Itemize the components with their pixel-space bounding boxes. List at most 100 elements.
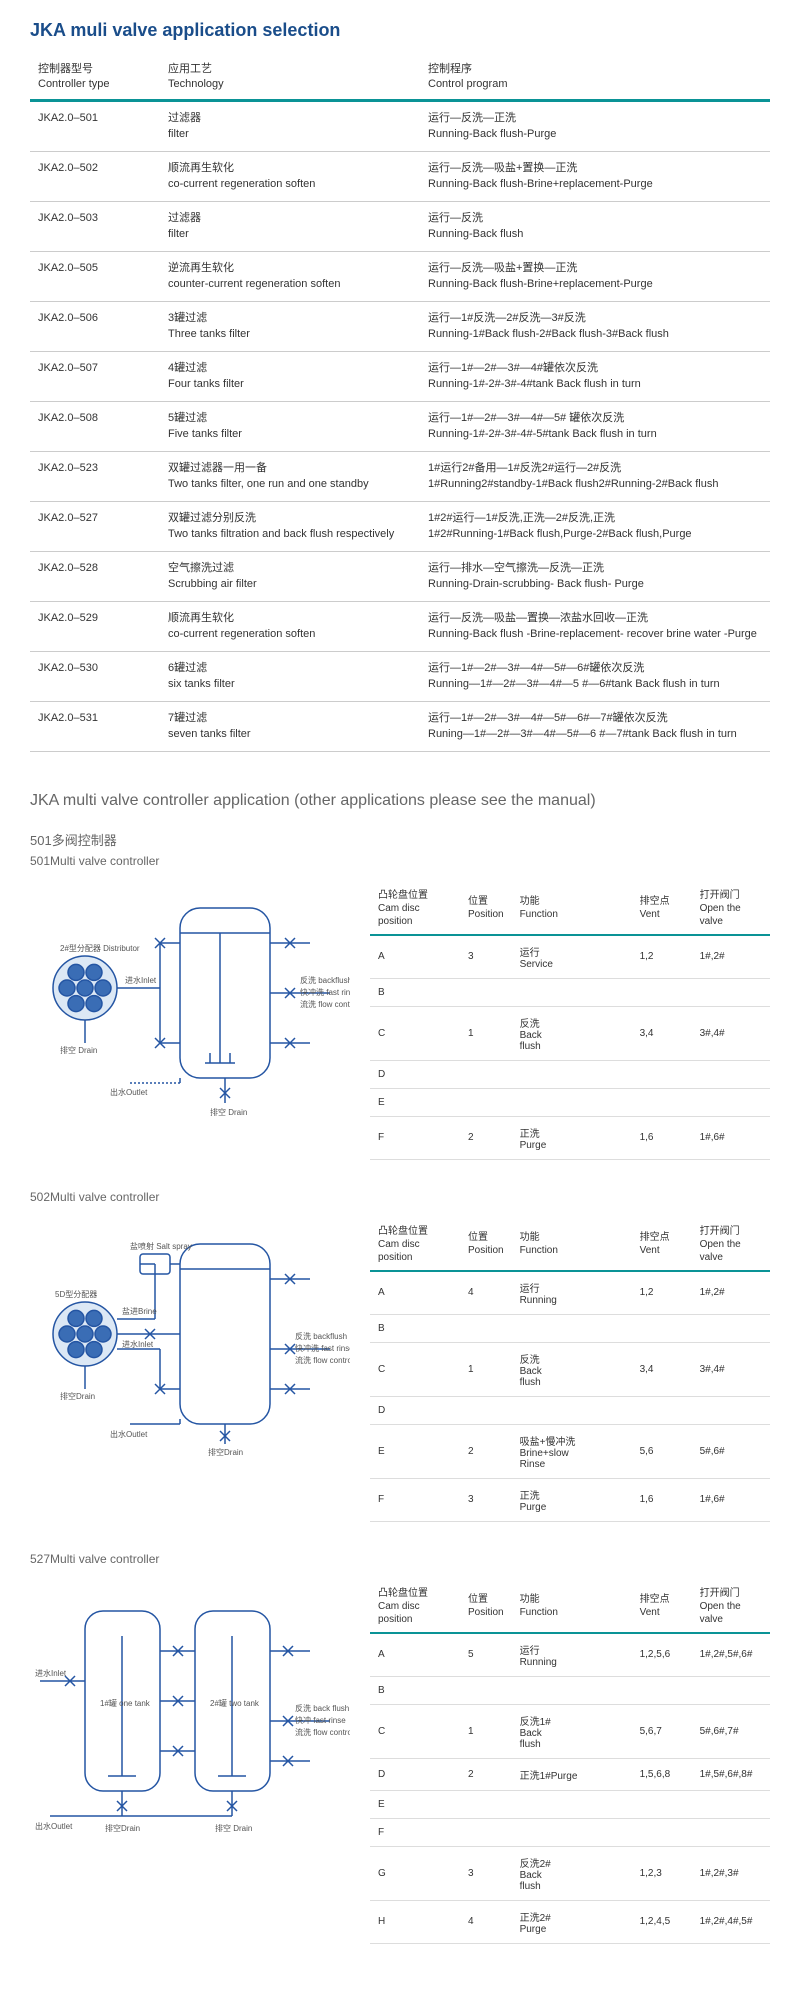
pos-cell bbox=[460, 1676, 512, 1704]
controller-title-en: 527Multi valve controller bbox=[30, 1552, 770, 1566]
cell-type: JKA2.0–503 bbox=[30, 201, 160, 251]
func-cell: 反洗2#Backflush bbox=[512, 1846, 632, 1900]
cam-row: C 1 反洗1#Backflush 5,6,7 5#,6#,7# bbox=[370, 1704, 770, 1758]
pos-cell: 4 bbox=[460, 1900, 512, 1943]
svg-text:流洗 flow control: 流洗 flow control bbox=[300, 999, 350, 1009]
page-title: JKA muli valve application selection bbox=[30, 20, 770, 41]
main-table-header: 控制器型号 Controller type 应用工艺 Technology 控制… bbox=[30, 56, 770, 100]
pos-cell bbox=[460, 1314, 512, 1342]
cell-tech: 双罐过滤器一用一备Two tanks filter, one run and o… bbox=[160, 451, 420, 501]
vent-cell: 1,2,5,6 bbox=[632, 1633, 692, 1677]
section2-title: JKA multi valve controller application (… bbox=[30, 792, 770, 810]
func-cell: 正洗1#Purge bbox=[512, 1758, 632, 1790]
controller-title-en: 501Multi valve controller bbox=[30, 854, 770, 868]
cam-cell: A bbox=[370, 1633, 460, 1677]
svg-text:反洗 backflush: 反洗 backflush bbox=[295, 1331, 347, 1341]
vent-cell: 1,2 bbox=[632, 1271, 692, 1315]
pos-cell bbox=[460, 1818, 512, 1846]
pos-cell: 3 bbox=[460, 935, 512, 979]
open-cell bbox=[692, 1088, 770, 1116]
open-cell: 1#,2#,3# bbox=[692, 1846, 770, 1900]
svg-text:出水Outlet: 出水Outlet bbox=[110, 1429, 148, 1439]
svg-text:2#罐 two tank: 2#罐 two tank bbox=[210, 1698, 260, 1708]
func-cell: 反洗Backflush bbox=[512, 1342, 632, 1396]
pos-cell bbox=[460, 978, 512, 1006]
cell-type: JKA2.0–501 bbox=[30, 100, 160, 151]
cam-row: D bbox=[370, 1060, 770, 1088]
pos-cell bbox=[460, 1396, 512, 1424]
cam-cell: E bbox=[370, 1790, 460, 1818]
cam-cell: F bbox=[370, 1478, 460, 1521]
svg-text:快冲洗 fast rinse: 快冲洗 fast rinse bbox=[295, 1343, 350, 1353]
cell-prog: 运行—排水—空气擦洗—反洗—正洗Running-Drain-scrubbing-… bbox=[420, 551, 770, 601]
open-cell bbox=[692, 1396, 770, 1424]
svg-text:排空 Drain: 排空 Drain bbox=[60, 1045, 97, 1055]
vent-cell bbox=[632, 1676, 692, 1704]
cam-row: H 4 正洗2#Purge 1,2,4,5 1#,2#,4#,5# bbox=[370, 1900, 770, 1943]
controller-title-en: 502Multi valve controller bbox=[30, 1190, 770, 1204]
cell-tech: 顺流再生软化co-current regeneration soften bbox=[160, 601, 420, 651]
cam-cell: B bbox=[370, 1676, 460, 1704]
svg-text:排空Drain: 排空Drain bbox=[60, 1391, 95, 1401]
svg-text:5D型分配器: 5D型分配器 bbox=[55, 1290, 97, 1299]
pos-cell: 3 bbox=[460, 1846, 512, 1900]
open-cell bbox=[692, 1314, 770, 1342]
cell-prog: 运行—1#反洗—2#反洗—3#反洗Running-1#Back flush-2#… bbox=[420, 301, 770, 351]
func-cell: 运行Service bbox=[512, 935, 632, 979]
open-cell: 1#,6# bbox=[692, 1478, 770, 1521]
vent-cell: 3,4 bbox=[632, 1006, 692, 1060]
controller-diagram: 盐喷射 Salt spray 5D型分配器 盐进Brine 进水Inlet 排空… bbox=[30, 1219, 350, 1459]
func-cell: 运行Running bbox=[512, 1633, 632, 1677]
hdr-tech-cn: 应用工艺 bbox=[168, 62, 412, 77]
cam-row: B bbox=[370, 1676, 770, 1704]
func-cell: 反洗1#Backflush bbox=[512, 1704, 632, 1758]
func-cell bbox=[512, 1088, 632, 1116]
cell-type: JKA2.0–528 bbox=[30, 551, 160, 601]
table-row: JKA2.0–506 3罐过滤Three tanks filter 运行—1#反… bbox=[30, 301, 770, 351]
cell-type: JKA2.0–502 bbox=[30, 151, 160, 201]
svg-text:进水Inlet: 进水Inlet bbox=[122, 1339, 154, 1349]
func-cell bbox=[512, 1060, 632, 1088]
vent-cell: 1,6 bbox=[632, 1478, 692, 1521]
cell-type: JKA2.0–505 bbox=[30, 251, 160, 301]
open-cell: 1#,2#,5#,6# bbox=[692, 1633, 770, 1677]
svg-text:快冲 fast rinse: 快冲 fast rinse bbox=[295, 1715, 346, 1725]
open-cell: 3#,4# bbox=[692, 1006, 770, 1060]
pos-cell: 2 bbox=[460, 1424, 512, 1478]
cam-cell: A bbox=[370, 1271, 460, 1315]
cell-prog: 1#2#运行—1#反洗,正洗—2#反洗,正洗1#2#Running-1#Back… bbox=[420, 501, 770, 551]
cell-tech: 3罐过滤Three tanks filter bbox=[160, 301, 420, 351]
cell-prog: 运行—反洗—吸盐+置换—正洗Running-Back flush-Brine+r… bbox=[420, 151, 770, 201]
vent-cell bbox=[632, 978, 692, 1006]
cell-tech: 5罐过滤Five tanks filter bbox=[160, 401, 420, 451]
pos-cell: 1 bbox=[460, 1006, 512, 1060]
vent-cell: 1,2,3 bbox=[632, 1846, 692, 1900]
cell-prog: 运行—1#—2#—3#—4#—5#—6#罐依次反洗Running—1#—2#—3… bbox=[420, 651, 770, 701]
cam-cell: D bbox=[370, 1396, 460, 1424]
svg-text:快冲洗 fast rinse: 快冲洗 fast rinse bbox=[300, 987, 350, 997]
vent-cell: 1,6 bbox=[632, 1116, 692, 1159]
svg-text:2#型分配器 Distributor: 2#型分配器 Distributor bbox=[60, 944, 140, 953]
cell-prog: 1#运行2#备用—1#反洗2#运行—2#反洗1#Running2#standby… bbox=[420, 451, 770, 501]
vent-cell bbox=[632, 1060, 692, 1088]
vent-cell bbox=[632, 1088, 692, 1116]
cell-type: JKA2.0–506 bbox=[30, 301, 160, 351]
cam-row: G 3 反洗2#Backflush 1,2,3 1#,2#,3# bbox=[370, 1846, 770, 1900]
cam-row: B bbox=[370, 978, 770, 1006]
open-cell: 1#,2# bbox=[692, 1271, 770, 1315]
cell-type: JKA2.0–529 bbox=[30, 601, 160, 651]
svg-text:排空Drain: 排空Drain bbox=[208, 1447, 243, 1457]
table-row: JKA2.0–503 过滤器filter 运行—反洗Running-Back f… bbox=[30, 201, 770, 251]
cell-tech: 逆流再生软化counter-current regeneration softe… bbox=[160, 251, 420, 301]
cell-type: JKA2.0–527 bbox=[30, 501, 160, 551]
vent-cell: 3,4 bbox=[632, 1342, 692, 1396]
cell-prog: 运行—反洗—吸盐—置换—浓盐水回收—正洗Running-Back flush -… bbox=[420, 601, 770, 651]
table-row: JKA2.0–508 5罐过滤Five tanks filter 运行—1#—2… bbox=[30, 401, 770, 451]
cell-type: JKA2.0–523 bbox=[30, 451, 160, 501]
hdr-type-cn: 控制器型号 bbox=[38, 62, 152, 77]
open-cell: 1#,6# bbox=[692, 1116, 770, 1159]
cam-cell: D bbox=[370, 1060, 460, 1088]
svg-text:进水Inlet: 进水Inlet bbox=[125, 975, 157, 985]
table-row: JKA2.0–528 空气擦洗过滤Scrubbing air filter 运行… bbox=[30, 551, 770, 601]
open-cell bbox=[692, 1060, 770, 1088]
